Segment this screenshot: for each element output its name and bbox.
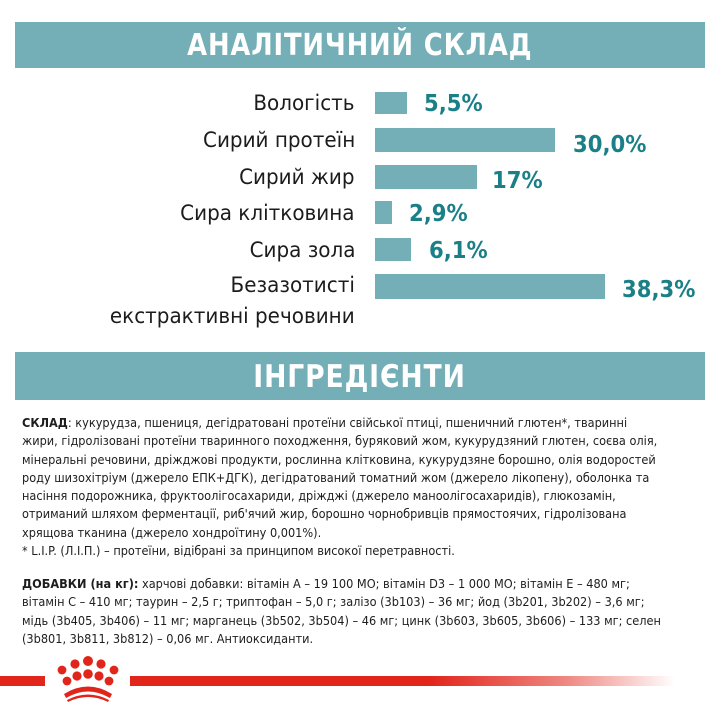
composition-heading: СКЛАД (22, 416, 68, 430)
analytical-composition-chart: Вологість 5,5% Сирий протеїн 30,0% Сирий… (0, 0, 720, 340)
lip-footnote: * L.I.P. (Л.І.П.) – протеїни, відібрані … (22, 544, 455, 559)
additives-text: ДОБАВКИ (на кг): харчові добавки: вітамі… (22, 575, 712, 648)
brand-line-right (130, 676, 675, 686)
additives-line: харчові добавки: вітамін А – 19 100 МО; … (138, 577, 630, 591)
row-value: 2,9% (409, 201, 468, 227)
ingredients-banner: ІНГРЕДІЄНТИ (15, 352, 705, 400)
composition-line: : кукурудза, пшениця, дегідратовані прот… (67, 416, 628, 430)
brand-line-left (0, 676, 45, 686)
row-label-line1: Безазотисті (230, 273, 355, 297)
row-label: Сира зола (249, 238, 355, 262)
additives-heading: ДОБАВКИ (на кг): (22, 577, 139, 591)
row-label: Вологість (253, 91, 355, 115)
row-value: 17% (492, 168, 543, 194)
row-value: 6,1% (429, 238, 488, 264)
bar (375, 238, 411, 261)
composition-line: хрящова тканина (джерело хондроїтину 0,0… (22, 525, 322, 540)
composition-line: мінеральні речовини, дріжджові продукти,… (22, 452, 656, 467)
additives-line: (3b801, 3b811, 3b812) – 0,06 мг. Антиокс… (22, 631, 314, 646)
row-label-line2: екстрактивні речовини (110, 304, 355, 328)
bar (375, 128, 555, 152)
bar (375, 274, 605, 299)
composition-line: насіння подорожника, фруктоолігосахариди… (22, 489, 616, 504)
royal-canin-crown-icon (57, 656, 119, 702)
row-label: Сирий жир (239, 165, 355, 189)
additives-line: мідь (3b405, 3b406) – 11 мг; марганець (… (22, 613, 661, 628)
composition-line: отриманий шляхом ферментації, риб'ячий ж… (22, 507, 627, 522)
composition-line: роду шизохітріум (джерело ЕПК+ДГК), дегі… (22, 470, 650, 485)
row-label: Сирий протеїн (202, 128, 355, 152)
row-value: 5,5% (424, 91, 483, 117)
row-value: 38,3% (622, 277, 696, 303)
bar (375, 165, 477, 189)
bar (375, 201, 392, 224)
analysis-banner: АНАЛІТИЧНИЙ СКЛАД (15, 22, 705, 68)
composition-text: СКЛАД: кукурудза, пшениця, дегідратовані… (22, 414, 712, 560)
bar (375, 92, 407, 114)
additives-line: вітамін С – 410 мг; таурин – 2,5 г; трип… (22, 595, 645, 610)
ingredients-title: ІНГРЕДІЄНТИ (253, 359, 467, 395)
analysis-title: АНАЛІТИЧНИЙ СКЛАД (187, 28, 533, 63)
row-label: Сира клітковина (180, 201, 355, 225)
composition-line: жири, гідролізовані протеїни тваринного … (22, 434, 658, 449)
row-value: 30,0% (573, 132, 647, 158)
